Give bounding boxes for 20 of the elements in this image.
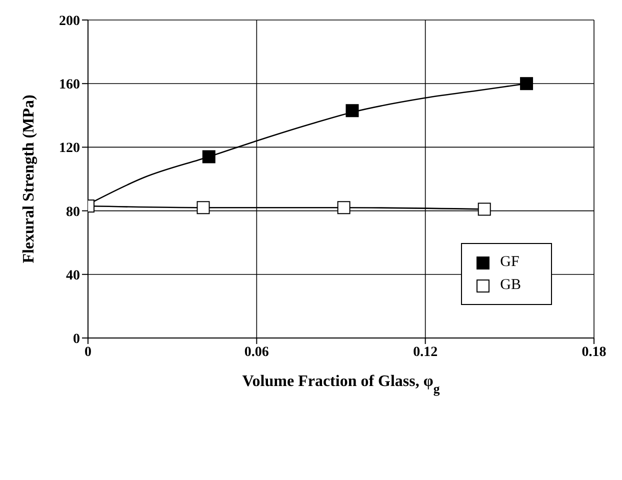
y-tick-label: 0: [73, 332, 80, 347]
x-tick-label: 0.12: [413, 344, 438, 360]
y-tick-label: 200: [59, 14, 80, 29]
x-tick-label: 0.18: [582, 344, 606, 360]
y-tick-label: 40: [66, 268, 80, 284]
y-axis-title: Flexural Strength (MPa): [20, 94, 38, 264]
point: [478, 202, 491, 216]
y-tick-label: 160: [59, 78, 80, 93]
point: [346, 104, 359, 118]
point: [196, 201, 210, 214]
x-tick-label: 0: [84, 344, 92, 360]
x-axis-title: Volume Fraction of Glass, φ$_{g}$: [242, 373, 440, 396]
y-tick-label: 120: [59, 141, 80, 156]
point: [520, 77, 534, 90]
y-tick-label: 80: [66, 204, 80, 220]
point: [337, 201, 350, 214]
point: [202, 150, 216, 164]
legend-label: GF: [500, 254, 520, 271]
x-tick-label: 0.06: [244, 344, 269, 360]
legend-label: GB: [500, 277, 521, 294]
